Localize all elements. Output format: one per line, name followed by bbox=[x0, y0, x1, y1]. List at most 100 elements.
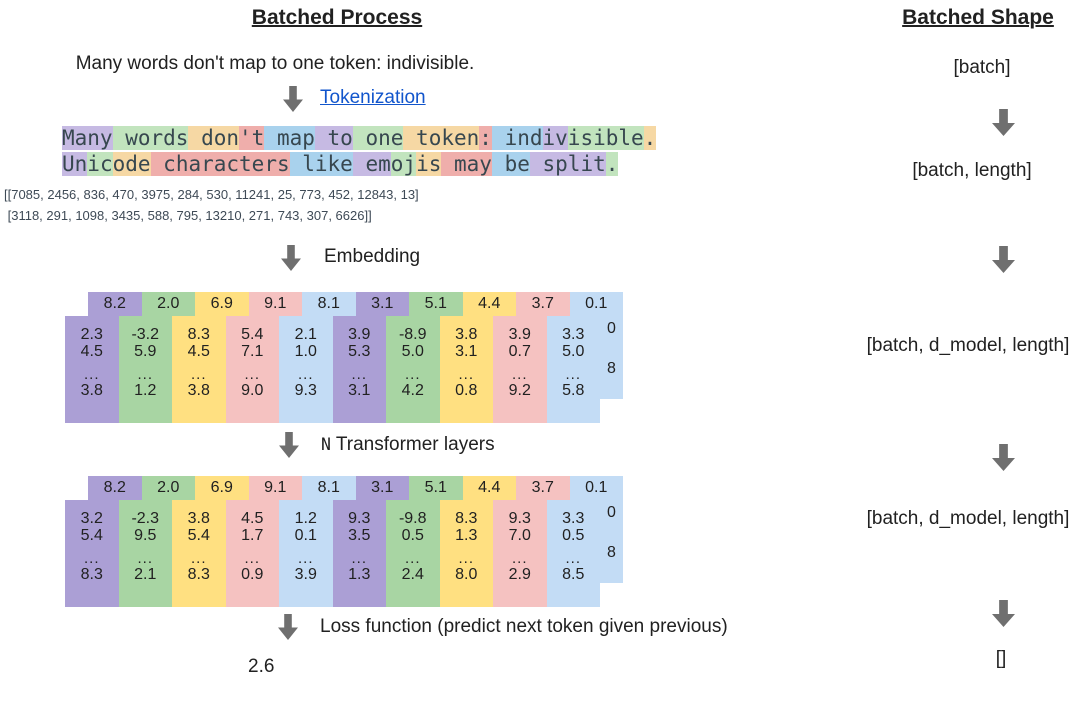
tensor-value: 7.0 bbox=[508, 527, 531, 544]
tensor-value: ... bbox=[404, 366, 421, 383]
loss-value: 2.6 bbox=[248, 656, 275, 677]
tensor-header-cell: 4.4 bbox=[462, 292, 516, 316]
tensor-value: 8.3 bbox=[80, 566, 103, 583]
tensor-value: 0.5 bbox=[401, 527, 424, 544]
tensor-value: 1.2 bbox=[294, 510, 317, 527]
tensor-value: 2.1 bbox=[294, 326, 317, 343]
embedding-tensor: 8.2 2.0 6.9 9.1 8.1 3.1 5.1 4.4 3.7 0.1 0 8 2.3 4.5..… bbox=[65, 292, 623, 423]
shape-batch-dmodel-length: [batch, d_model, length] bbox=[866, 508, 1070, 529]
token-line: Unicode characters like emojis may be sp… bbox=[62, 151, 656, 178]
tensor-value: 3.1 bbox=[348, 382, 371, 399]
tensor-value: 1.7 bbox=[241, 527, 264, 544]
tensor-value: 1.3 bbox=[348, 566, 371, 583]
tensor-value: -9.8 bbox=[398, 510, 427, 527]
tensor-value: ... bbox=[83, 550, 100, 567]
token-highlight: iv bbox=[542, 126, 568, 150]
token-highlight: . bbox=[605, 151, 619, 176]
tensor-value: ... bbox=[511, 366, 528, 383]
tensor-header-cell: 6.9 bbox=[195, 476, 249, 500]
tensor-value: 8.5 bbox=[562, 566, 585, 583]
tensor-value: ... bbox=[244, 366, 260, 383]
tensor-value: 3.8 bbox=[187, 382, 210, 399]
tensor-value: 3.2 bbox=[80, 510, 103, 527]
tensor-value: 9.3 bbox=[294, 382, 317, 399]
tensor-value: 2.9 bbox=[508, 566, 531, 583]
tensor-value: ... bbox=[297, 366, 314, 383]
token-highlight: map bbox=[264, 126, 315, 150]
tensor-value: ... bbox=[404, 550, 421, 567]
tensor-value: 5.8 bbox=[562, 382, 585, 399]
tensor-value: 2.4 bbox=[401, 566, 424, 583]
tensor-value: 1.0 bbox=[294, 343, 317, 360]
token-highlight: ode bbox=[112, 151, 151, 176]
tensor-value: ... bbox=[511, 550, 528, 567]
embedding-step-label: Embedding bbox=[324, 246, 421, 267]
tensor-header-cell: 3.7 bbox=[516, 476, 570, 500]
tensor-value: 5.3 bbox=[348, 343, 371, 360]
transformer-step-label: N Transformer layers bbox=[321, 434, 495, 456]
token-highlight: split bbox=[529, 151, 606, 176]
tensor-header-cell: 4.4 bbox=[462, 476, 516, 500]
token-highlight: oj bbox=[390, 151, 417, 176]
tensor-value: ... bbox=[190, 366, 207, 383]
token-id-arrays: [[7085, 2456, 836, 470, 3975, 284, 530, … bbox=[4, 185, 419, 226]
tensor-header-cell: 3.7 bbox=[516, 292, 570, 316]
tensor-value: ... bbox=[351, 366, 367, 383]
tensor-column: 3.2 5.4... 8.3 bbox=[65, 500, 119, 607]
down-arrow-icon bbox=[278, 614, 298, 640]
transformer-output-tensor: 8.2 2.0 6.9 9.1 8.1 3.1 5.1 4.4 3.7 0.1 0 8 3.2 5.4..… bbox=[65, 476, 623, 607]
tensor-value: 9.0 bbox=[241, 382, 264, 399]
tensor-value: ... bbox=[137, 550, 153, 567]
token-highlight: : bbox=[479, 126, 492, 150]
token-highlight: like bbox=[289, 151, 353, 176]
down-arrow-icon bbox=[279, 432, 299, 458]
tensor-value: 5.0 bbox=[562, 343, 585, 360]
tensor-value: ... bbox=[83, 366, 100, 383]
tensor-value: ... bbox=[565, 550, 581, 567]
tensor-column: -2.3 9.5... 2.1 bbox=[118, 500, 172, 607]
tensor-value: 3.9 bbox=[348, 326, 371, 343]
token-highlight: to bbox=[314, 126, 353, 150]
tensor-value: 3.3 bbox=[562, 326, 585, 343]
tensor-value: 4.5 bbox=[187, 343, 210, 360]
token-id-row: [3118, 291, 1098, 3435, 588, 795, 13210,… bbox=[4, 207, 372, 223]
tensor-value: 1.2 bbox=[134, 382, 157, 399]
token-highlight: Many bbox=[62, 126, 113, 150]
tensor-value: 4.2 bbox=[401, 382, 424, 399]
tensor-back-sheet: 8.2 2.0 6.9 9.1 8.1 3.1 5.1 4.4 3.7 0.1 bbox=[88, 292, 623, 316]
tensor-value: 8.0 bbox=[455, 566, 478, 583]
tokenization-link[interactable]: Tokenization bbox=[320, 87, 426, 108]
tensor-value: 3.9 bbox=[294, 566, 317, 583]
tensor-header-cell: 9.1 bbox=[248, 292, 302, 316]
token-highlight: is bbox=[416, 151, 442, 176]
token-highlight: em bbox=[352, 151, 391, 176]
token-highlight: characters bbox=[150, 151, 290, 176]
shape-batch-dmodel-length: [batch, d_model, length] bbox=[866, 335, 1070, 356]
tensor-column: 8.3 1.3... 8.0 bbox=[439, 500, 493, 607]
tensor-front-sheet: 2.3 4.5... 3.8 -3.2 5.9... 1.2 8.3 4.5... 3.8 5.4… bbox=[65, 316, 600, 423]
token-line: Many words don't map to one token: indiv… bbox=[62, 126, 657, 152]
tensor-value: 3.3 bbox=[562, 510, 585, 527]
tensor-header-cell: 8.1 bbox=[302, 292, 356, 316]
tensor-value: ... bbox=[458, 366, 474, 383]
tensor-value: 5.4 bbox=[241, 326, 264, 343]
tensor-column: 9.3 7.0... 2.9 bbox=[493, 500, 547, 607]
tensor-value: ... bbox=[137, 366, 153, 383]
tensor-column: 3.9 0.7... 9.2 bbox=[493, 316, 547, 423]
tensor-value: 3.8 bbox=[80, 382, 103, 399]
down-arrow-icon bbox=[992, 444, 1015, 471]
tensor-header-cell: 9.1 bbox=[248, 476, 302, 500]
tokenized-text: Many words don't map to one token: indiv… bbox=[62, 126, 657, 178]
tensor-value: 5.4 bbox=[80, 527, 103, 544]
tensor-value: 4.5 bbox=[241, 510, 264, 527]
tensor-value: ... bbox=[190, 550, 207, 567]
tensor-value: 9.3 bbox=[508, 510, 531, 527]
tensor-value: 3.1 bbox=[455, 343, 478, 360]
tensor-value: -2.3 bbox=[131, 510, 160, 527]
tensor-value: 0.9 bbox=[241, 566, 264, 583]
n-layers-symbol: N bbox=[321, 435, 331, 454]
tensor-value: 0.1 bbox=[294, 527, 317, 544]
